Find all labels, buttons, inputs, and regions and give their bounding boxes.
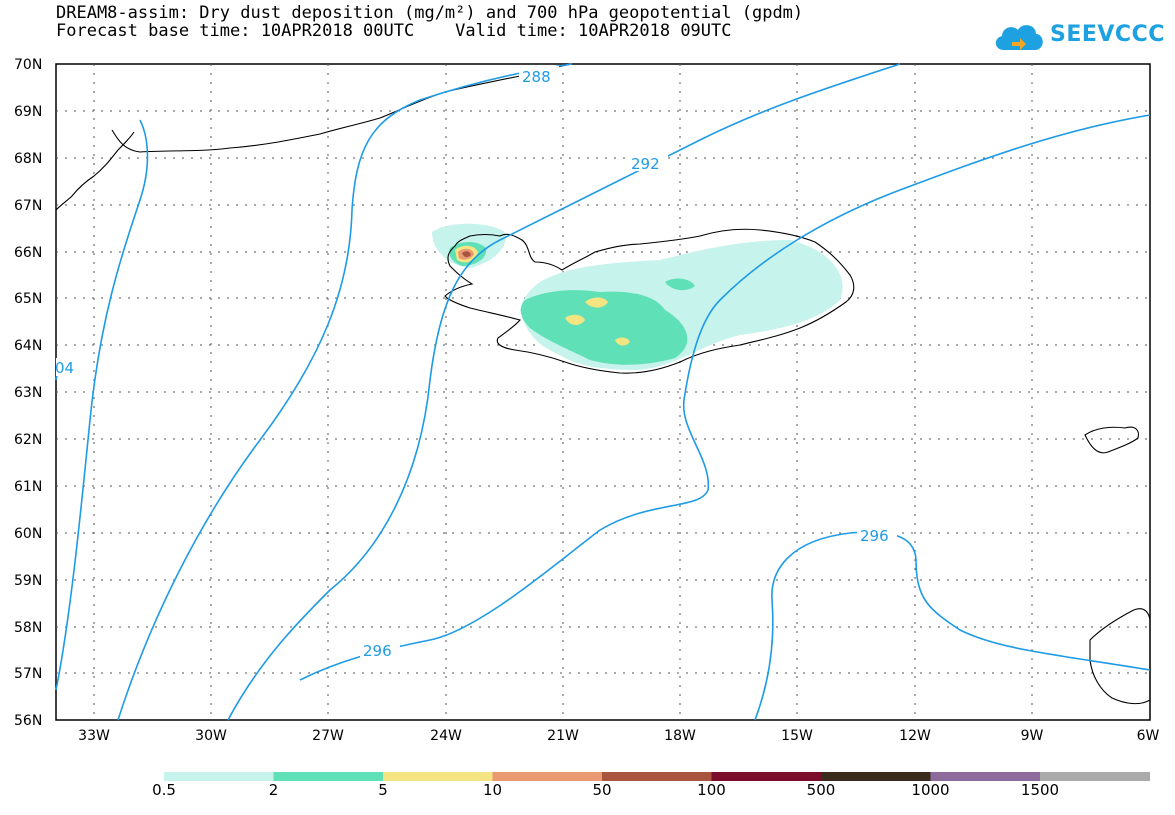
grid-lines: [56, 64, 1150, 720]
colorbar-label: 500: [806, 781, 836, 799]
lon-label: 15W: [781, 728, 813, 744]
geopotential-contours: [55, 63, 1151, 721]
colorbar-label: 1000: [911, 781, 950, 799]
longitude-labels: 33W 30W 27W 24W 21W 18W 15W 12W 9W 6W: [78, 728, 1159, 744]
colorbar-label: 10: [482, 781, 503, 799]
colorbar-swatch: [930, 772, 1041, 781]
lat-label: 61N: [14, 479, 42, 495]
colorbar-swatch: [602, 772, 712, 781]
cloud-icon: [995, 25, 1043, 50]
colorbar-label: 1500: [1020, 781, 1060, 799]
map-frame: [55, 63, 1151, 721]
lat-label: 62N: [14, 432, 42, 448]
lat-label: 60N: [14, 526, 42, 542]
contour-edge-label: 04: [55, 359, 74, 377]
lat-label: 70N: [14, 57, 42, 73]
colorbar-swatch: [1040, 772, 1150, 781]
map-title: DREAM8-assim: Dry dust deposition (mg/m²…: [56, 3, 804, 23]
contour-label: 288: [522, 68, 551, 86]
lat-label: 67N: [14, 198, 42, 214]
colorbar-label: 0.5: [152, 781, 176, 799]
lat-label: 66N: [14, 245, 42, 261]
lat-label: 64N: [14, 338, 42, 354]
colorbar-label: 2: [268, 781, 279, 799]
lon-label: 30W: [195, 728, 227, 744]
lat-label: 59N: [14, 573, 42, 589]
contour-labels: 288 292 296 296 04: [55, 66, 897, 660]
colorbar-label: 50: [592, 781, 612, 799]
colorbar-label: 100: [697, 781, 726, 799]
lon-label: 9W: [1021, 728, 1044, 744]
contour-label: 296: [363, 642, 392, 660]
dust-deposition-field: [432, 223, 843, 370]
lat-label: 68N: [14, 151, 42, 167]
lon-label: 24W: [430, 728, 462, 744]
colorbar-swatch: [164, 772, 274, 781]
map-subtitle: Forecast base time: 10APR2018 00UTC Vali…: [56, 21, 732, 41]
lon-label: 6W: [1137, 728, 1160, 744]
lat-label: 63N: [14, 385, 42, 401]
colorbar-swatch: [711, 772, 822, 781]
lat-label: 65N: [14, 291, 42, 307]
lon-label: 33W: [78, 728, 110, 744]
lat-label: 57N: [14, 666, 42, 682]
latitude-labels: 70N 69N 68N 67N 66N 65N 64N 63N 62N 61N …: [14, 57, 42, 729]
contour-label: 292: [631, 155, 660, 173]
logo-text: SEEVCCC: [1050, 22, 1165, 47]
lat-label: 69N: [14, 104, 42, 120]
lat-label: 58N: [14, 620, 42, 636]
colorbar-swatch: [273, 772, 384, 781]
colorbar-label: 5: [378, 781, 388, 799]
lat-label: 56N: [14, 713, 42, 729]
lon-label: 21W: [547, 728, 579, 744]
coastlines: [55, 63, 1151, 705]
colorbar-swatch: [821, 772, 931, 781]
colorbar-swatch: [492, 772, 603, 781]
colorbar: [164, 772, 1150, 781]
lon-label: 27W: [312, 728, 344, 744]
contour-label: 296: [860, 527, 889, 545]
lon-label: 12W: [899, 728, 931, 744]
lon-label: 18W: [664, 728, 696, 744]
colorbar-swatch: [383, 772, 493, 781]
